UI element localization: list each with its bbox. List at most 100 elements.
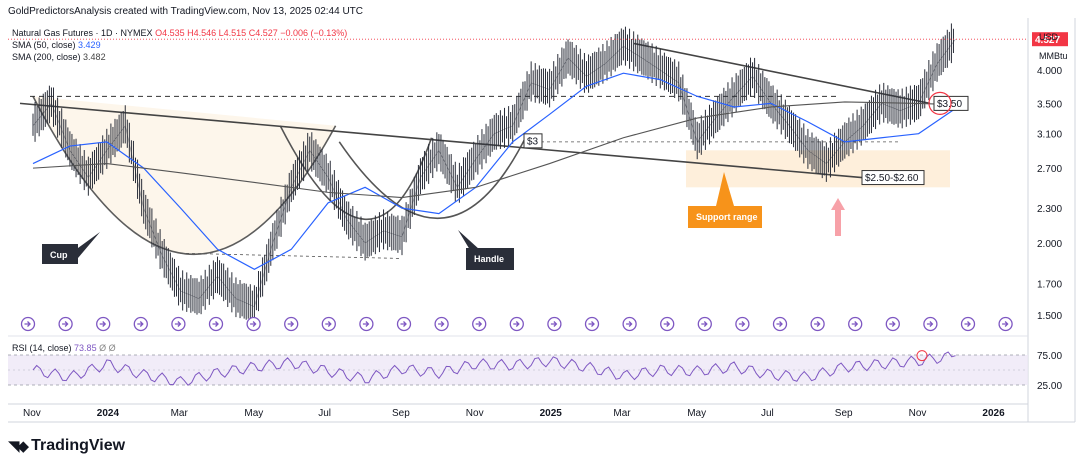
ohlc-open: O4.535 (155, 28, 185, 38)
y-tick-label: 1.700 (1037, 280, 1062, 291)
event-arrow-icon (438, 321, 445, 327)
level-350-label: $3.50 (937, 99, 962, 110)
unit-label: MMBtu (1039, 51, 1068, 61)
x-tick-label: 2025 (540, 408, 563, 419)
sma200-line (32, 101, 956, 199)
rsi-extra: Ø Ø (99, 343, 116, 353)
support-zone-label-box (861, 170, 925, 186)
rsi-legend[interactable]: RSI (14, close) 73.85 Ø Ø (12, 343, 116, 353)
cup-arc (32, 95, 337, 255)
sma50-label: SMA (50, close) (12, 40, 76, 50)
x-tick-label: 2026 (982, 408, 1005, 419)
tradingview-logo[interactable]: ◥◆ TradingView (8, 437, 125, 455)
symbol-legend: Natural Gas Futures · 1D · NYMEX O4.535 … (12, 28, 347, 38)
y-tick-label: 2.000 (1037, 239, 1062, 250)
cup-callout (42, 232, 100, 264)
event-arrow-icon (212, 321, 219, 327)
x-tick-label: Nov (909, 408, 927, 419)
last-price-value: 4.527 (1035, 35, 1060, 46)
event-arrow-icon (889, 321, 896, 327)
x-tick-label: Sep (392, 408, 410, 419)
x-tick-label: Jul (761, 408, 774, 419)
event-arrow-icon (513, 321, 520, 327)
rsi-label: RSI (14, close) (12, 343, 72, 353)
chart-header: GoldPredictorsAnalysis created with Trad… (8, 6, 363, 17)
arrow-up-icon (831, 198, 845, 236)
x-tick-label: May (687, 408, 706, 419)
rsi-value: 73.85 (74, 343, 97, 353)
event-arrow-icon (287, 321, 295, 327)
event-arrow-icon (964, 321, 971, 327)
x-tick-label: Jul (318, 408, 331, 419)
x-tick-label: Sep (835, 408, 853, 419)
event-arrow-icon (62, 321, 69, 327)
y-tick-label: 2.300 (1037, 204, 1062, 215)
handle-label: Handle (474, 254, 504, 264)
x-tick-label: Mar (171, 408, 189, 419)
event-arrow-icon (1002, 321, 1009, 327)
event-arrow-icon (137, 321, 144, 327)
y-tick-label: 1.500 (1037, 311, 1062, 322)
event-arrow-icon (99, 321, 107, 327)
x-tick-label: Nov (466, 408, 484, 419)
level-3-label-box (523, 133, 543, 149)
sma200-legend[interactable]: SMA (200, close) 3.482 (12, 52, 106, 62)
level-3-label: $3 (527, 136, 539, 147)
price-scale-unit[interactable]: USD MMBtu (1039, 28, 1068, 66)
event-arrow-icon (362, 321, 370, 327)
rsi-tick-label: 25.00 (1037, 381, 1062, 392)
y-tick-label: 4.000 (1037, 66, 1062, 77)
currency-label: USD (1039, 32, 1059, 42)
tradingview-logo-icon: ◥◆ (8, 438, 29, 455)
event-arrow-icon (588, 321, 595, 327)
event-arrow-icon (475, 321, 483, 327)
ohlc-close: C4.527 (248, 28, 278, 38)
support-range-callout (688, 172, 762, 228)
event-arrow-icon (400, 321, 407, 327)
support-zone-label: $2.50-$2.60 (865, 173, 919, 184)
brand-name: TradingView (31, 437, 126, 454)
rsi-overbought-circle (916, 350, 928, 362)
handle-callout (458, 230, 514, 270)
ohlc-high: H4.546 (187, 28, 217, 38)
x-tick-label: May (244, 408, 263, 419)
sma200-label: SMA (200, close) (12, 52, 81, 62)
x-tick-label: Mar (613, 408, 631, 419)
symbol-name[interactable]: Natural Gas Futures · 1D · NYMEX (12, 28, 153, 38)
descending-trendline (633, 42, 931, 105)
x-tick-label: 2024 (97, 408, 120, 419)
y-tick-label: 3.500 (1037, 99, 1062, 110)
event-arrow-icon (24, 321, 31, 327)
sma50-legend[interactable]: SMA (50, close) 3.429 (12, 40, 101, 50)
rsi-tick-label: 75.00 (1037, 351, 1062, 362)
event-arrow-icon (926, 321, 934, 327)
handle-arc-right (338, 133, 529, 220)
breakout-circle (928, 91, 952, 115)
last-price-tag (1032, 32, 1068, 47)
sma50-value: 3.429 (78, 40, 101, 50)
x-tick-label: Nov (23, 408, 41, 419)
sma200-value: 3.482 (83, 52, 106, 62)
ohlc-low: L4.515 (218, 28, 247, 38)
event-arrow-icon (776, 321, 783, 327)
event-arrow-icon (325, 321, 332, 327)
event-arrow-icon (738, 321, 746, 327)
sma50-line (32, 72, 956, 270)
y-tick-label: 3.100 (1037, 130, 1062, 141)
event-arrow-icon (174, 321, 182, 327)
dashed-level-lower (179, 252, 401, 259)
price-series (32, 39, 956, 308)
y-tick-label: 2.700 (1037, 164, 1062, 175)
event-arrow-icon (663, 321, 671, 327)
event-arrow-icon (550, 321, 558, 327)
event-arrow-icon (814, 321, 821, 327)
event-arrow-icon (851, 321, 859, 327)
event-arrow-icon (701, 321, 708, 327)
ohlc-change: −0.006 (−0.13%) (280, 28, 348, 38)
rsi-line (32, 351, 956, 386)
event-arrow-icon (250, 321, 257, 327)
event-arrow-icon (626, 321, 633, 327)
support-range-label: Support range (696, 212, 758, 222)
cup-label: Cup (50, 250, 68, 260)
